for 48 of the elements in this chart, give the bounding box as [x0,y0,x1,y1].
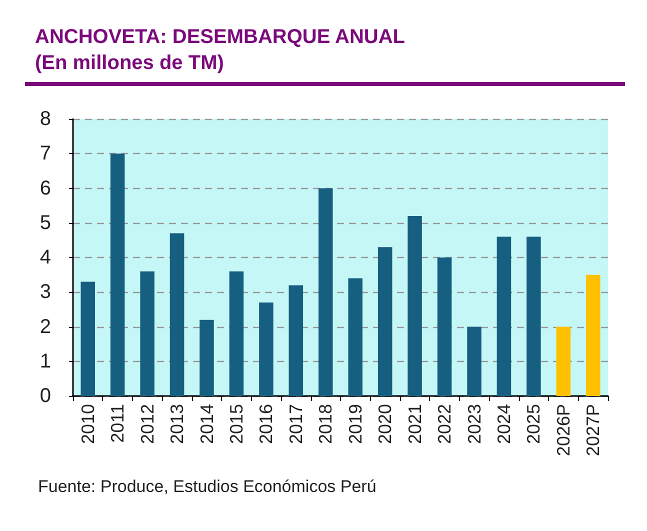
bar [170,233,184,396]
bar [437,258,452,396]
bar [110,154,125,396]
y-tick-label: 5 [40,212,51,234]
x-tick-label: 2021 [404,404,425,444]
bar [140,271,154,396]
x-tick-label: 2024 [494,404,514,444]
y-tick-label: 3 [40,281,51,304]
x-tick-label: 2019 [345,404,366,444]
x-tick-label: 2025 [524,404,544,444]
x-tick-label: 2013 [167,404,188,444]
bar [259,302,274,396]
bar [526,236,541,396]
x-tick-label: 2012 [137,404,158,444]
y-tick-label: 0 [40,385,51,407]
y-tick-label: 8 [40,108,51,130]
y-tick-label: 2 [40,316,51,338]
chart-title: ANCHOVETA: DESEMBARQUE ANUAL [35,26,405,48]
bar [348,278,362,396]
bar [586,274,600,396]
x-tick-label: 2022 [434,404,455,444]
bar [467,326,482,396]
x-tick-label: 2017 [286,404,306,444]
x-tick-label: 2018 [316,404,336,444]
x-tick-label: 2014 [196,404,217,444]
y-tick-label: 1 [40,350,51,372]
y-tick-label: 4 [40,246,51,268]
bar [378,247,392,396]
x-tick-label: 2026P [553,404,574,456]
bar [200,320,214,396]
bar [229,271,244,396]
x-tick-label: 2016 [256,404,276,444]
x-tick-label: 2010 [78,404,98,444]
bar [556,326,571,396]
x-tick-label: 2020 [375,404,396,444]
bar [408,216,422,396]
bar [288,285,304,396]
x-tick-label: 2011 [108,404,128,443]
bar [80,282,95,396]
bar [318,188,333,396]
x-tick-label: 2015 [226,404,246,444]
x-tick-label: 2023 [464,404,484,444]
y-tick-label: 6 [40,177,51,200]
chart-subtitle: (En millones de TM) [35,52,224,74]
bar [496,236,512,396]
source-note: Fuente: Produce, Estudios Económicos Perú [38,477,376,497]
y-tick-label: 7 [40,142,51,165]
x-tick-label: 2027P [583,404,604,456]
